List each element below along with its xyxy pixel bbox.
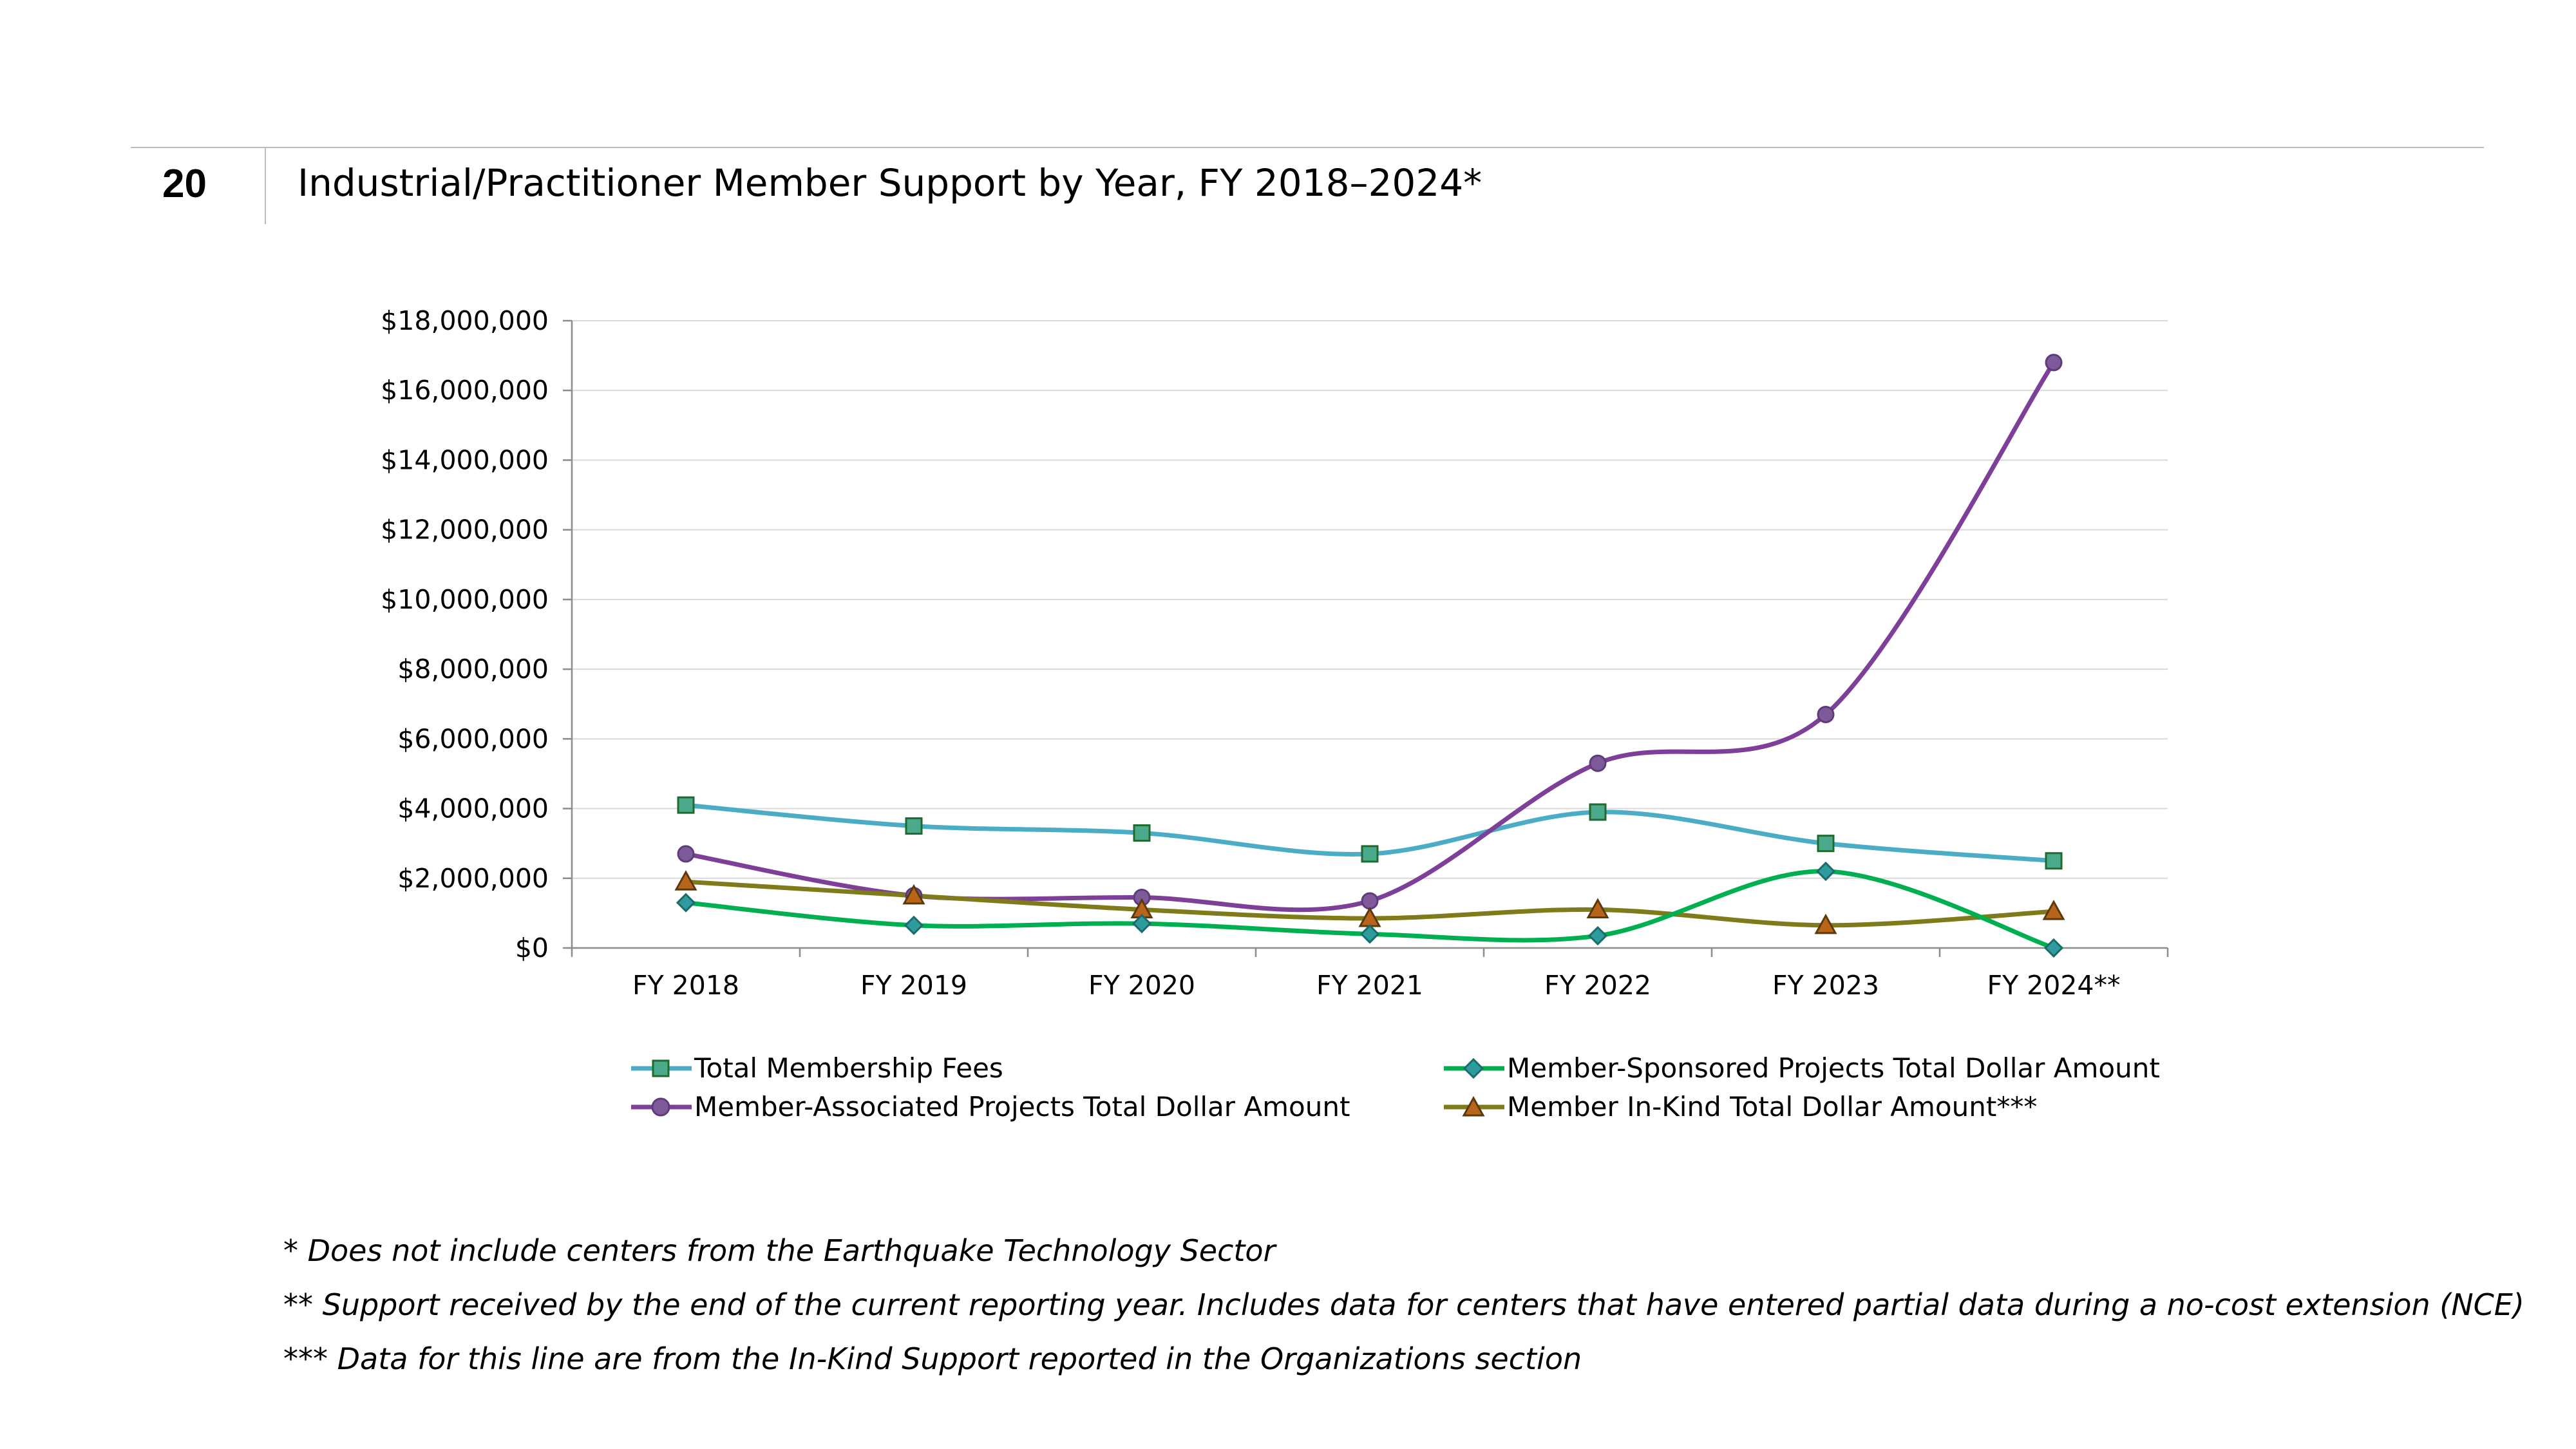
figure-divider	[265, 148, 266, 224]
data-point-square	[1589, 803, 1607, 821]
data-point-diamond	[1815, 861, 1836, 882]
footnote-1: * Does not include centers from the Eart…	[283, 1233, 1276, 1268]
legend-triangle-marker-icon	[1444, 1095, 1504, 1116]
data-point-triangle	[1586, 898, 1609, 918]
y-tick-label: $10,000,000	[381, 584, 549, 615]
line-chart: $0 $2,000,000 $4,000,000 $6,000,000 $8,000,0…	[381, 305, 2169, 1001]
x-tick-label: FY 2019	[860, 970, 967, 1001]
y-tick-label: $16,000,000	[381, 375, 549, 406]
y-tick-label: $12,000,000	[381, 515, 549, 545]
x-tick-label: FY 2022	[1544, 970, 1651, 1001]
legend-item-member-sponsored-projects: Member-Sponsored Projects Total Dollar A…	[1444, 1052, 2160, 1084]
legend-item-member-associated-projects: Member-Associated Projects Total Dollar …	[631, 1091, 1350, 1122]
legend-label: Total Membership Fees	[694, 1052, 1003, 1084]
y-tick-label: $0	[515, 933, 549, 963]
y-tick-label: $2,000,000	[397, 863, 549, 894]
data-point-square	[1133, 824, 1151, 842]
footnote-2: ** Support received by the end of the cu…	[283, 1287, 2524, 1322]
y-tick-label: $6,000,000	[397, 723, 549, 754]
data-point-circle	[2045, 354, 2063, 372]
data-point-circle	[677, 845, 695, 863]
legend-label: Member-Sponsored Projects Total Dollar A…	[1507, 1052, 2160, 1084]
data-point-circle	[1817, 705, 1835, 723]
data-point-triangle	[2042, 900, 2065, 920]
series-line-member-associated-projects-total-dollar-amount	[685, 361, 2056, 913]
data-point-diamond	[1359, 924, 1380, 944]
data-point-square	[677, 796, 695, 814]
data-point-triangle	[1814, 913, 1837, 934]
y-tick-label: $18,000,000	[381, 305, 549, 336]
top-rule	[131, 147, 2484, 148]
legend-item-member-in-kind: Member In-Kind Total Dollar Amount***	[1444, 1091, 2037, 1122]
data-point-circle	[1589, 754, 1607, 772]
data-point-square	[1817, 835, 1835, 853]
data-point-square	[905, 817, 923, 835]
x-tick-label: FY 2021	[1316, 970, 1423, 1001]
data-point-circle	[1361, 892, 1379, 910]
legend-diamond-marker-icon	[1444, 1057, 1504, 1079]
legend-label: Member In-Kind Total Dollar Amount***	[1507, 1091, 2038, 1122]
figure-title: Industrial/Practitioner Member Support b…	[298, 161, 1482, 205]
data-point-diamond	[1132, 914, 1152, 934]
data-point-diamond	[2043, 938, 2064, 958]
data-point-diamond	[676, 893, 696, 913]
data-point-triangle	[674, 870, 697, 891]
figure-number: 20	[162, 162, 207, 206]
legend-item-total-membership-fees: Total Membership Fees	[631, 1052, 1003, 1084]
legend-square-marker-icon	[631, 1059, 692, 1077]
x-tick-label: FY 2018	[632, 970, 739, 1001]
x-tick-label: FY 2024**	[1987, 970, 2120, 1001]
legend-circle-marker-icon	[631, 1097, 692, 1116]
data-point-diamond	[1587, 925, 1608, 946]
data-point-triangle	[902, 884, 925, 905]
x-tick-label: FY 2020	[1088, 970, 1195, 1001]
y-tick-label: $8,000,000	[397, 654, 549, 685]
data-point-square	[1361, 845, 1379, 863]
y-tick-label: $14,000,000	[381, 444, 549, 475]
data-point-diamond	[904, 915, 924, 935]
data-point-square	[2045, 852, 2063, 870]
footnote-3: *** Data for this line are from the In-K…	[283, 1341, 1582, 1376]
x-tick-label: FY 2023	[1772, 970, 1879, 1001]
y-tick-label: $4,000,000	[397, 793, 549, 824]
legend-label: Member-Associated Projects Total Dollar …	[694, 1091, 1350, 1122]
